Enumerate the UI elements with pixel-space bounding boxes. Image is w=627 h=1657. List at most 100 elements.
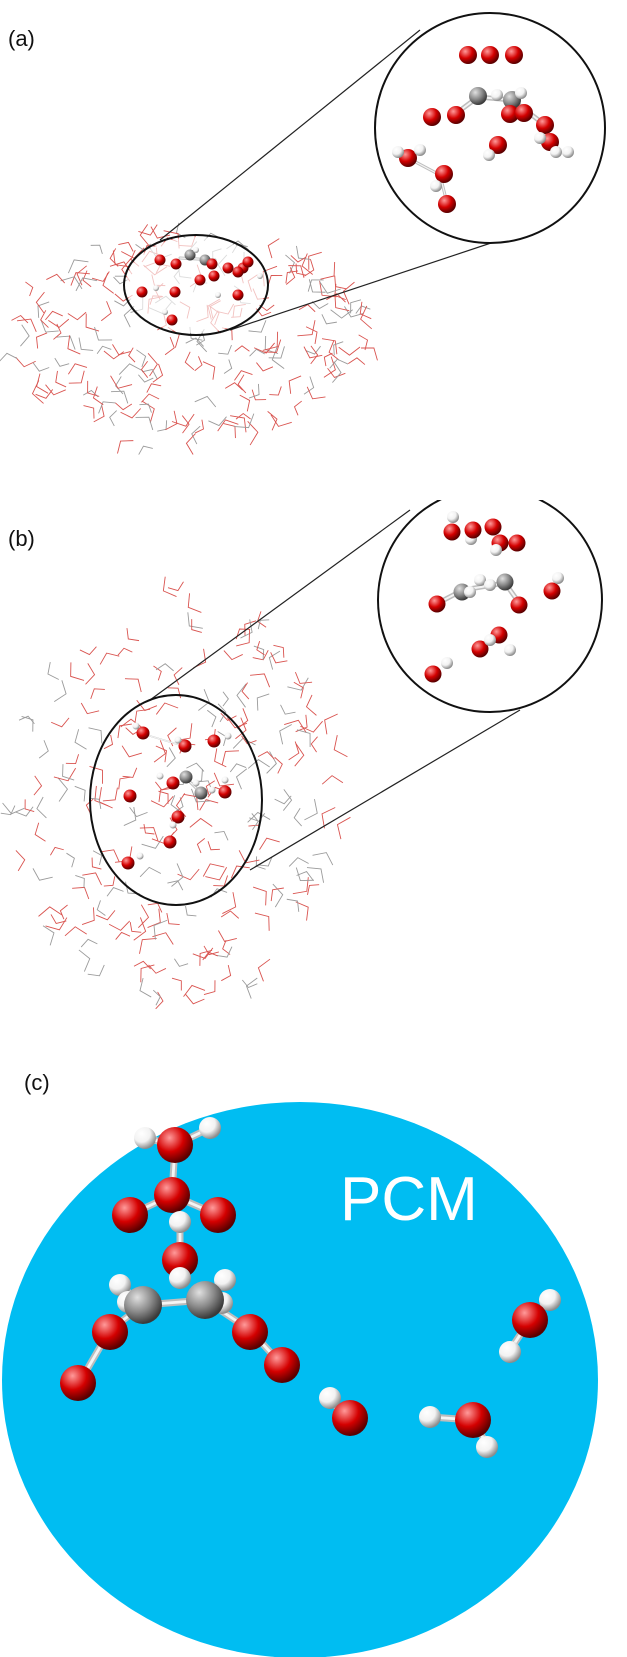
solvent-water-molecule (223, 359, 233, 374)
solvent-water-molecule (282, 789, 293, 811)
solvent-water-molecule (106, 887, 124, 897)
solvent-water-molecule (118, 363, 144, 375)
solvent-water-molecule (15, 806, 34, 817)
carbon-atom (184, 249, 196, 261)
solvent-water-molecule (220, 712, 237, 721)
oxygen-atom (332, 1400, 368, 1436)
zoom-line-top (149, 509, 411, 701)
solvent-water-molecule (70, 662, 85, 681)
solute-region-ellipse (123, 234, 269, 336)
solvent-water-molecule (114, 402, 133, 411)
solvent-water-molecule (193, 648, 207, 669)
solvent-water-molecule (307, 884, 320, 895)
solvent-water-molecule (334, 275, 347, 290)
oxygen-atom (455, 1402, 491, 1438)
solvent-water-molecule (199, 799, 219, 811)
solvent-water-molecule (81, 907, 95, 925)
solvent-water-molecule (70, 272, 90, 286)
solvent-water-molecule (80, 702, 100, 715)
oxygen-atom (154, 254, 166, 266)
solvent-water-molecule (147, 352, 158, 377)
solvent-water-molecule (360, 305, 373, 330)
solvent-water-molecule (296, 729, 311, 748)
hydrogen-atom (192, 779, 200, 787)
solvent-water-molecule (102, 272, 114, 294)
oxygen-atom (443, 523, 461, 541)
solvent-water-molecule (59, 904, 68, 920)
solute-cluster-pcm (60, 1117, 561, 1458)
solvent-water-molecule (35, 389, 54, 399)
solvent-water-molecule (36, 373, 49, 394)
hydrogen-atom (153, 285, 159, 291)
solvent-water-molecule (323, 352, 333, 367)
solvent-water-molecule (250, 673, 271, 688)
oxygen-atom (242, 256, 254, 268)
solvent-water-molecule (213, 772, 235, 787)
solvent-water-molecule (55, 370, 67, 388)
solvent-water-molecule (199, 949, 213, 966)
solvent-water-molecule (334, 293, 350, 312)
solvent-water-molecule (64, 926, 87, 937)
solvent-water-molecule (100, 849, 120, 862)
solvent-water-molecule (245, 977, 258, 999)
solvent-water-molecule (294, 743, 305, 767)
solvent-water-molecule (203, 945, 219, 956)
carbon-atom (496, 573, 514, 591)
solvent-water-molecule (89, 797, 102, 809)
solvent-water-molecule (185, 433, 196, 455)
oxygen-atom (171, 810, 185, 824)
solvent-water-molecule (293, 681, 304, 699)
solvent-water-molecule (206, 709, 217, 728)
solute-cluster-small (126, 237, 266, 333)
solvent-water-molecule (185, 905, 197, 917)
solvent-water-molecule (290, 255, 307, 263)
solvent-water-molecule (319, 280, 337, 298)
solvent-water-molecule (269, 386, 282, 396)
solvent-water-molecule (191, 788, 211, 803)
solvent-water-molecule (146, 383, 162, 393)
solvent-water-molecule (235, 768, 248, 790)
oxygen-atom (206, 258, 218, 270)
solvent-water-molecule (235, 412, 251, 420)
solvent-water-molecule (220, 910, 240, 919)
solvent-water-molecule (295, 714, 308, 733)
solvent-water-molecule (342, 281, 355, 305)
solvent-water-molecule (136, 699, 158, 712)
solvent-water-molecule (94, 785, 109, 807)
solvent-water-molecule (45, 384, 66, 396)
solvent-water-molecule (152, 932, 174, 945)
solvent-water-molecule (327, 367, 346, 379)
solvent-water-molecule (138, 904, 150, 929)
solvent-water-molecule (165, 410, 178, 431)
solvent-water-molecule (350, 299, 362, 314)
oxygen-atom (536, 116, 554, 134)
hydrogen-atom (562, 146, 574, 158)
solvent-water-molecule (85, 313, 100, 332)
solvent-water-molecule (251, 389, 267, 401)
solvent-water-molecule (166, 912, 180, 926)
hydrogen-atom (491, 89, 503, 101)
solvent-water-molecule (48, 318, 70, 328)
solvent-water-molecule (15, 850, 26, 872)
solvent-water-molecule (38, 740, 49, 759)
solvent-water-molecule (223, 423, 236, 439)
oxygen-atom (112, 1197, 148, 1233)
oxygen-atom (232, 289, 244, 301)
solvent-water-molecule (67, 363, 88, 375)
solvent-water-molecule (0, 805, 16, 816)
solvent-water-molecule (223, 650, 243, 661)
solvent-water-molecule (153, 740, 166, 763)
solvent-water-molecule (32, 868, 53, 881)
solvent-water-molecule (194, 356, 203, 372)
solvent-water-molecule (155, 702, 179, 715)
solvent-water-molecule (240, 619, 253, 639)
solvent-water-molecule (208, 416, 227, 427)
solvent-water-molecule (321, 314, 337, 325)
solvent-water-molecule (79, 646, 97, 656)
solvent-water-molecule (267, 411, 278, 431)
solvent-water-molecule (67, 335, 81, 355)
solvent-water-molecule (129, 806, 148, 818)
solvent-water-molecule (133, 917, 147, 941)
solvent-water-molecule (196, 328, 208, 353)
solvent-water-molecule (306, 386, 326, 400)
